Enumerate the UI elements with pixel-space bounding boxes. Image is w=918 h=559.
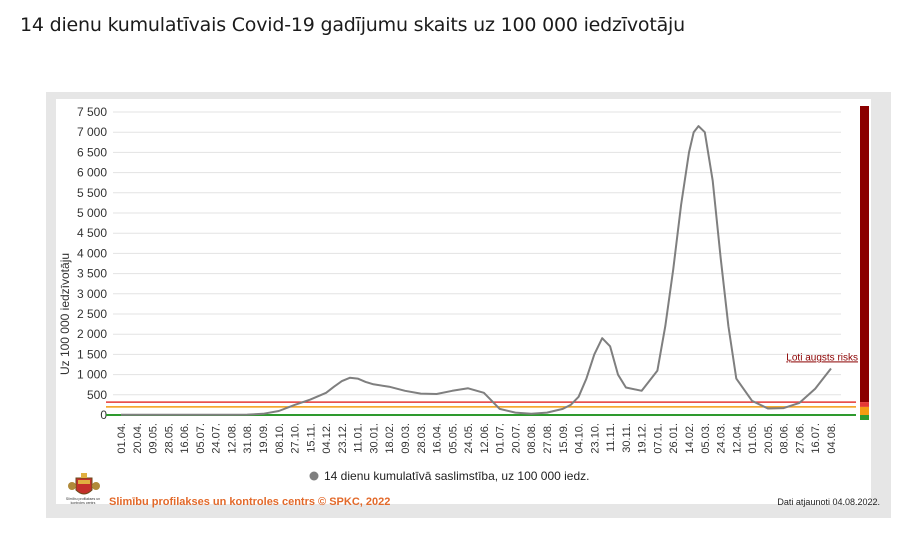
y-tick-label: 7 000 xyxy=(77,125,107,139)
x-tick-label: 08.10. xyxy=(274,423,286,454)
y-tick-label: 4 000 xyxy=(77,246,107,260)
legend-marker xyxy=(309,471,319,481)
y-tick-label: 6 500 xyxy=(77,145,107,159)
series-line xyxy=(120,125,832,416)
x-tick-label: 20.04. xyxy=(132,423,144,454)
x-tick-label: 12.08. xyxy=(226,423,238,454)
x-tick-label: 23.10. xyxy=(589,423,601,454)
grid xyxy=(113,111,841,416)
y-tick-label: 3 000 xyxy=(77,287,107,301)
x-tick-label: 28.03. xyxy=(416,423,428,454)
x-tick-label: 05.05. xyxy=(447,423,459,454)
x-tick-label: 04.08. xyxy=(826,423,838,454)
x-tick-label: 11.01. xyxy=(353,423,365,453)
x-ticks: 01.04. 20.04. 09.05. 28.05. 16.06. 05.07. 24.0… xyxy=(116,423,838,454)
y-tick-label: 5 000 xyxy=(77,206,107,220)
x-tick-label: 24.07. xyxy=(211,423,223,454)
logo-caption: Slimību profilakses un kontroles centrs xyxy=(65,497,101,505)
x-tick-label: 04.10. xyxy=(574,423,586,454)
legend: 14 dienu kumulatīvā saslimstība, uz 100 … xyxy=(309,469,590,483)
x-tick-label: 30.01. xyxy=(368,423,380,454)
x-tick-label: 15.09. xyxy=(558,423,570,454)
y-tick-label: 2 500 xyxy=(77,307,107,321)
y-tick-label: 6 000 xyxy=(77,166,107,180)
x-tick-label: 26.01. xyxy=(668,423,680,454)
y-tick-label: 7 500 xyxy=(77,105,107,119)
y-tick-label: 1 500 xyxy=(77,347,107,361)
x-tick-label: 12.06. xyxy=(479,423,491,454)
x-tick-label: 20.07. xyxy=(510,423,522,454)
coat-of-arms-icon xyxy=(68,473,100,495)
x-tick-label: 19.09. xyxy=(258,423,270,454)
page-title: 14 dienu kumulatīvais Covid-19 gadījumu … xyxy=(20,14,685,36)
very-high-risk-bar xyxy=(860,106,869,403)
x-tick-label: 16.06. xyxy=(179,423,191,454)
x-tick-label: 05.07. xyxy=(195,423,207,454)
x-tick-label: 24.03. xyxy=(716,423,728,454)
x-tick-label: 14.02. xyxy=(684,423,696,454)
x-tick-label: 04.12. xyxy=(321,423,333,454)
footer-updated-date: Dati atjaunoti 04.08.2022. xyxy=(777,497,880,507)
x-tick-label: 07.01. xyxy=(652,423,664,454)
x-tick-label: 09.03. xyxy=(400,423,412,454)
footer-organization: Slimību profilakses un kontroles centrs … xyxy=(109,496,391,508)
x-tick-label: 09.05. xyxy=(148,423,160,454)
risk-bar xyxy=(860,106,869,420)
x-tick-label: 27.06. xyxy=(794,423,806,454)
annotations: Ļoti augsts risks xyxy=(786,352,858,363)
chart-card: 0 500 1 000 1 500 2 000 2 500 3 000 3 500 4 000 4… xyxy=(46,92,891,518)
x-tick-label: 30.11. xyxy=(621,423,633,453)
legend-label: 14 dienu kumulatīvā saslimstība, uz 100 … xyxy=(324,469,590,483)
high-risk-bar xyxy=(860,402,869,407)
y-tick-label: 0 xyxy=(100,408,107,422)
x-tick-label: 27.08. xyxy=(542,423,554,454)
x-tick-label: 11.11. xyxy=(605,423,617,452)
x-tick-label: 19.12. xyxy=(637,423,649,454)
medium-risk-bar xyxy=(860,406,869,415)
y-tick-label: 500 xyxy=(87,388,107,402)
y-tick-label: 3 500 xyxy=(77,267,107,281)
x-tick-label: 16.07. xyxy=(810,423,822,454)
x-tick-label: 24.05. xyxy=(463,423,475,454)
y-tick-label: 5 500 xyxy=(77,186,107,200)
x-tick-label: 01.05. xyxy=(747,423,759,454)
y-tick-label: 1 000 xyxy=(77,368,107,382)
x-tick-label: 31.08. xyxy=(242,423,254,454)
x-tick-label: 08.08. xyxy=(526,423,538,454)
y-ticks: 0 500 1 000 1 500 2 000 2 500 3 000 3 500 4 000 4… xyxy=(77,105,107,422)
spkc-logo xyxy=(66,472,102,508)
x-tick-label: 05.03. xyxy=(700,423,712,454)
x-tick-label: 23.12. xyxy=(337,423,349,454)
series-layer xyxy=(120,125,832,416)
x-tick-label: 12.04. xyxy=(731,423,743,454)
y-tick-label: 2 000 xyxy=(77,327,107,341)
x-tick-label: 20.05. xyxy=(763,423,775,454)
x-tick-label: 15.11. xyxy=(305,423,317,453)
low-risk-bar xyxy=(860,415,869,420)
x-tick-label: 18.02. xyxy=(384,423,396,454)
risk-annotation: Ļoti augsts risks xyxy=(786,352,858,363)
y-tick-label: 4 500 xyxy=(77,226,107,240)
plot-area xyxy=(56,99,871,504)
y-axis-label: Uz 100 000 iedzīvotāju xyxy=(58,253,72,375)
x-tick-label: 01.07. xyxy=(495,423,507,454)
x-tick-label: 28.05. xyxy=(163,423,175,454)
chart: 0 500 1 000 1 500 2 000 2 500 3 000 3 500 4 000 4… xyxy=(56,99,871,504)
x-tick-label: 08.06. xyxy=(779,423,791,454)
x-tick-label: 27.10. xyxy=(290,423,302,454)
x-tick-label: 01.04. xyxy=(116,423,128,454)
x-tick-label: 16.04. xyxy=(432,423,444,454)
